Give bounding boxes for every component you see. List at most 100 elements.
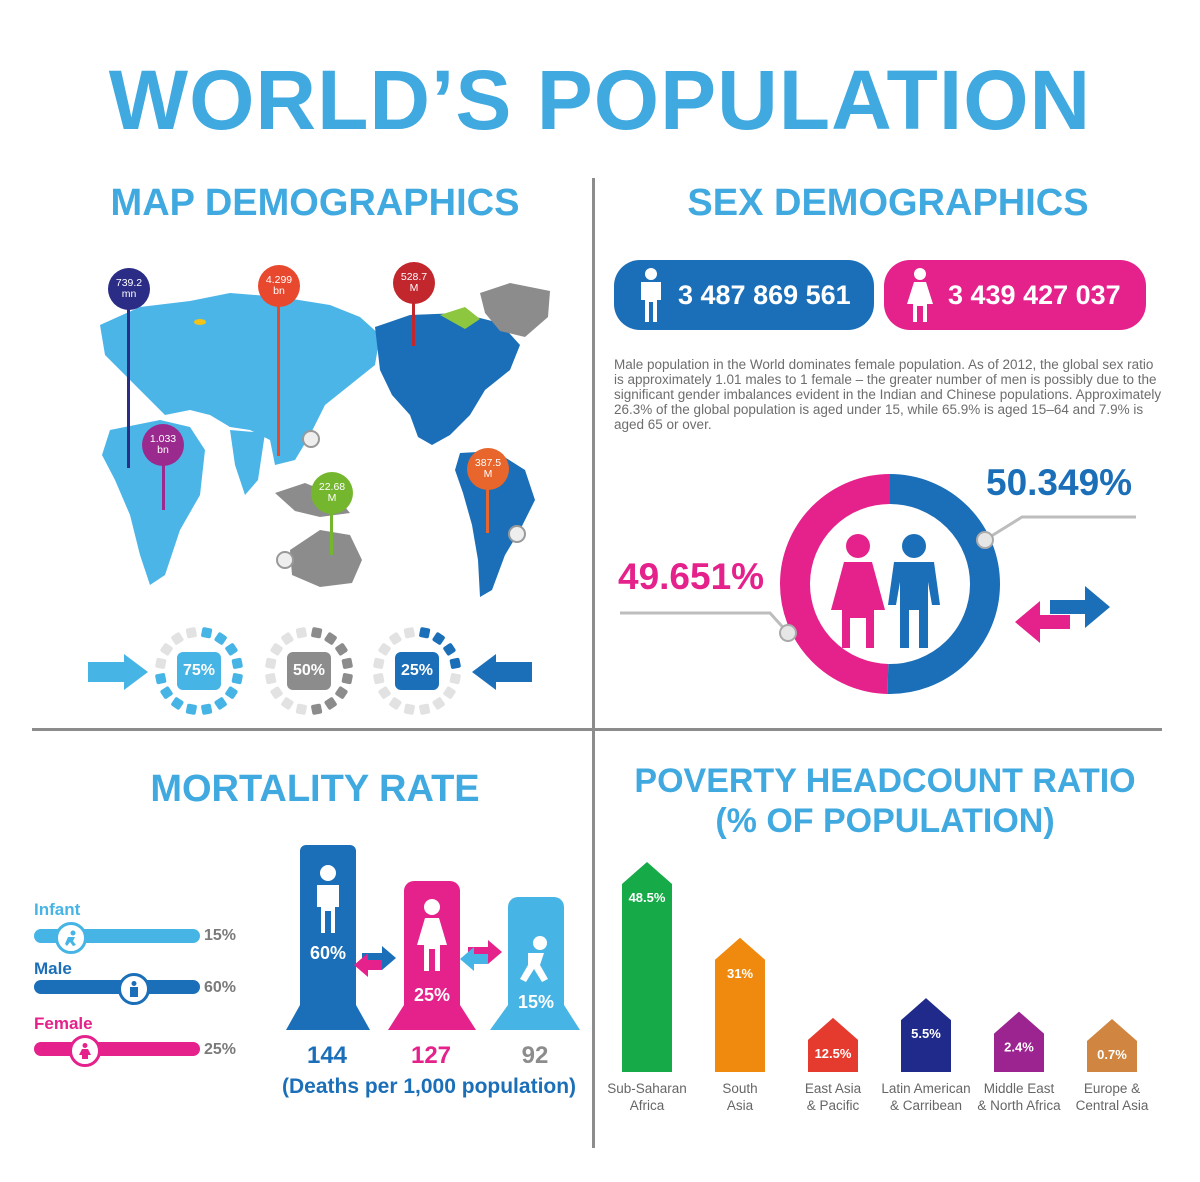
infant-deaths: 92 [521, 1042, 549, 1069]
gauge-segment [449, 673, 461, 685]
male-pillar [286, 845, 370, 1030]
pin-stem [277, 296, 280, 456]
gauge-75 [155, 627, 243, 715]
gauge-25 [373, 627, 461, 715]
pin-stem [486, 478, 489, 533]
infant-percentage: 15% [204, 927, 237, 944]
poverty-value-label: 31% [727, 966, 753, 981]
gauge-segment [185, 703, 197, 715]
gauge-segment [225, 643, 238, 656]
slider-label-infant: Infant [34, 900, 81, 919]
poverty-category-label: Europe & Central Asia [1075, 1081, 1149, 1113]
pin-head: 4.299 bn [258, 265, 300, 307]
poverty-bar [994, 1011, 1044, 1072]
gauge-segment [373, 673, 385, 685]
poverty-bar [1087, 1018, 1137, 1072]
gauge-segment [335, 643, 348, 656]
female-percentage: 49.651% [618, 556, 765, 597]
poverty-category-labels: Sub-Saharan Africa South Asia East Asia & Pac… [600, 1080, 1180, 1120]
gauge-50 [265, 627, 353, 715]
poverty-category-label: South Asia [722, 1081, 758, 1113]
poverty-value-label: 5.5% [911, 1026, 941, 1041]
male-icon [641, 268, 661, 322]
poverty-title-line2: (% OF POPULATION) [715, 802, 1055, 840]
gauge-segment [231, 673, 243, 685]
poverty-title-line1: POVERTY HEADCOUNT RATIO [634, 762, 1136, 800]
gauge-segment [432, 697, 445, 710]
female-slider-knob[interactable] [69, 1035, 101, 1067]
gauge-segment [324, 632, 337, 645]
gauge-segment [214, 632, 227, 645]
gauge-segment [373, 657, 385, 669]
pin-stem [162, 455, 165, 510]
gauge-segment [201, 703, 213, 715]
gauge-segment [270, 643, 283, 656]
pin-value: 739.2 [115, 277, 143, 289]
slider-label-female: Female [34, 1014, 93, 1033]
location-dot [302, 430, 320, 448]
gauge-segment [432, 632, 445, 645]
female-figure-icon [831, 534, 885, 648]
gauge-segment [155, 673, 167, 685]
gauge-segment [341, 673, 353, 685]
gauge-segment [324, 697, 337, 710]
poverty-category-label: East Asia & Pacific [804, 1081, 862, 1113]
female-bar [34, 1042, 200, 1056]
gauge-segment [335, 686, 348, 699]
gauge-segment [171, 632, 184, 645]
pin-value: 1.033 [149, 433, 177, 445]
arrow-right-icon [88, 654, 148, 690]
female-percentage: 25% [204, 1041, 237, 1058]
pin-unit: bn [273, 285, 285, 297]
infant-slider-knob[interactable] [55, 922, 87, 954]
sex-section-title: SEX DEMOGRAPHICS [687, 182, 1089, 224]
poverty-bar [715, 937, 765, 1072]
vertical-divider [592, 178, 595, 1148]
gauge-segment [171, 697, 184, 710]
male-connector [984, 515, 1136, 542]
gauge-segment [281, 632, 294, 645]
gauge-segment [419, 703, 431, 715]
gauge-label: 75% [177, 652, 221, 690]
infant-pillar-pct: 15% [517, 992, 555, 1012]
gauge-segment [160, 643, 173, 656]
gauge-segment [295, 627, 307, 639]
pin-head: 528.7 M [393, 262, 435, 304]
pin-stem [127, 300, 130, 468]
gauge-segment [389, 632, 402, 645]
gauge-segment [160, 686, 173, 699]
gauge-segment [311, 627, 323, 639]
location-dot [508, 525, 526, 543]
pin-unit: bn [157, 444, 169, 456]
poverty-bar [808, 1017, 858, 1072]
male-connector-dot [976, 531, 994, 549]
poverty-bar [901, 998, 951, 1072]
gauge-label: 50% [287, 652, 331, 690]
gauge-segment [265, 673, 277, 685]
poverty-value-label: 48.5% [629, 890, 666, 905]
gauge-segment [270, 686, 283, 699]
poverty-category-label: Middle East & North Africa [977, 1081, 1061, 1113]
male-count: 3 487 869 561 [678, 279, 851, 310]
male-count-badge: 3 487 869 561 [614, 260, 874, 330]
sex-donut-chart [620, 474, 1136, 694]
pin-head: 387.5 M [467, 448, 509, 490]
female-connector-dot [779, 624, 797, 642]
pin-stem [330, 505, 333, 555]
male-arc [887, 474, 1000, 694]
sex-description: Male population in the World dominates f… [614, 357, 1162, 432]
mortality-pillars [286, 845, 580, 1030]
horizontal-divider [32, 728, 1162, 731]
female-icon [907, 268, 933, 322]
pin-head: 1.033 bn [142, 424, 184, 466]
gauge-segment [449, 657, 461, 669]
mortality-section-title: MORTALITY RATE [150, 768, 480, 810]
gauge-segment [295, 703, 307, 715]
female-pillar-pct: 25% [413, 985, 451, 1005]
page-title: WORLD’S POPULATION [108, 53, 1092, 147]
gauge-segment [403, 703, 415, 715]
swap-arrows-icon [460, 940, 502, 971]
female-deaths: 127 [410, 1042, 452, 1069]
male-slider-knob[interactable] [118, 973, 150, 1005]
gauge-segment [155, 657, 167, 669]
